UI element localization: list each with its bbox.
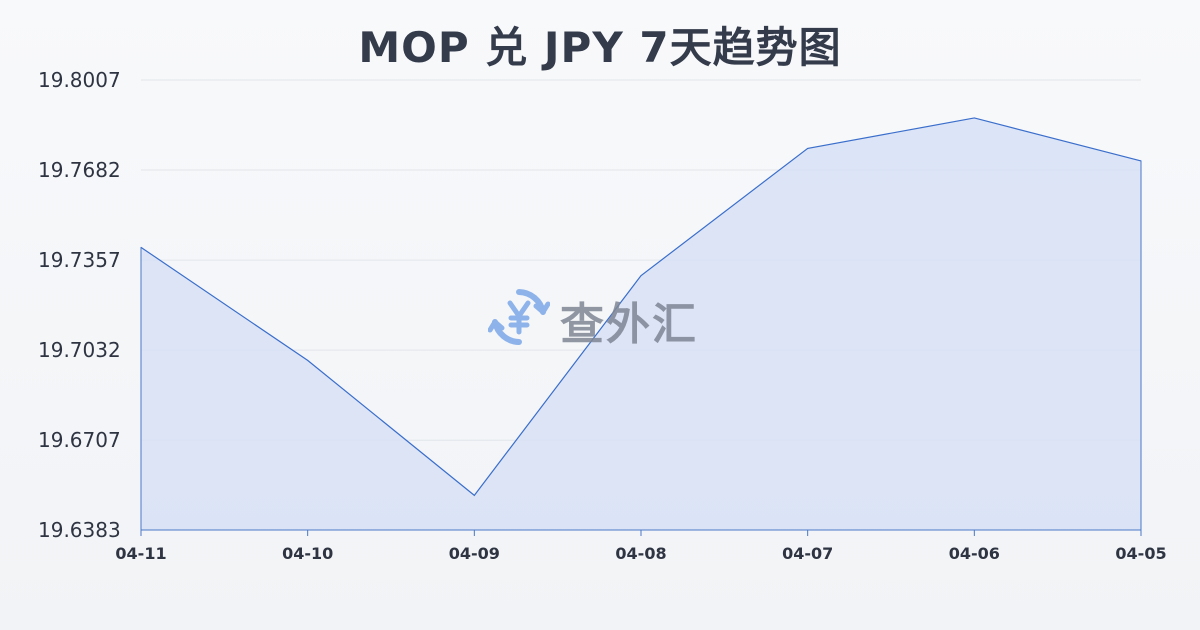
y-tick-label: 19.7682 bbox=[38, 158, 121, 182]
data-point bbox=[807, 147, 809, 149]
y-tick-label: 19.8007 bbox=[38, 68, 121, 92]
area-layer bbox=[140, 117, 1142, 530]
y-tick-label: 19.6707 bbox=[38, 428, 121, 452]
x-tick-label: 04-10 bbox=[282, 544, 333, 563]
y-tick-label: 19.6383 bbox=[38, 518, 121, 542]
x-tick-label: 04-08 bbox=[615, 544, 666, 563]
data-point bbox=[140, 246, 142, 248]
data-point bbox=[640, 275, 642, 277]
watermark-text: 查外汇 bbox=[560, 299, 698, 350]
x-tick-label: 04-07 bbox=[782, 544, 833, 563]
y-tick-label: 19.7032 bbox=[38, 338, 121, 362]
x-tick-label: 04-11 bbox=[115, 544, 166, 563]
x-tick-label: 04-05 bbox=[1115, 544, 1166, 563]
x-tick-label: 04-09 bbox=[449, 544, 500, 563]
axis-layer bbox=[140, 529, 1142, 536]
data-point bbox=[973, 117, 975, 119]
label-layer: 19.8007 19.7682 19.7357 19.7032 19.6707 19.63… bbox=[38, 68, 1167, 563]
data-point bbox=[307, 359, 309, 361]
data-point bbox=[473, 494, 475, 496]
watermark: 查外汇 bbox=[488, 284, 718, 350]
series-area-fill bbox=[141, 117, 1141, 530]
chart-title: MOP 兑 JPY 7天趋势图 bbox=[358, 23, 842, 72]
y-tick-label: 19.7357 bbox=[38, 248, 121, 272]
yen-exchange-icon bbox=[488, 289, 550, 345]
x-tick-label: 04-06 bbox=[949, 544, 1000, 563]
data-point bbox=[1140, 160, 1142, 162]
